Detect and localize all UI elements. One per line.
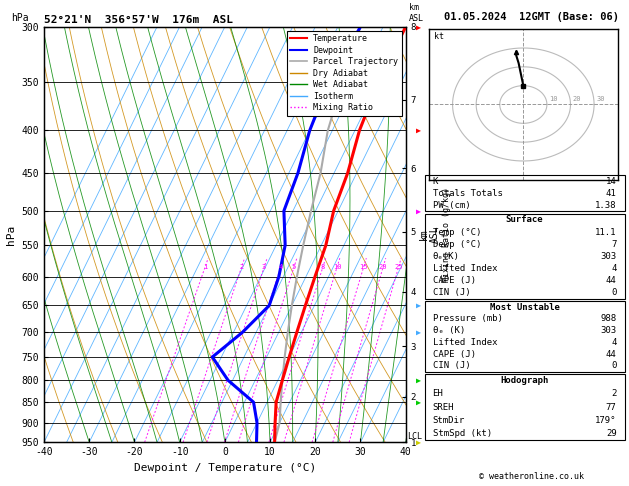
Text: 20: 20	[573, 96, 581, 102]
Text: 4: 4	[279, 264, 283, 271]
Text: Surface: Surface	[506, 215, 543, 225]
Text: 30: 30	[596, 96, 605, 102]
Text: 01.05.2024  12GMT (Base: 06): 01.05.2024 12GMT (Base: 06)	[444, 12, 619, 22]
Text: ▶: ▶	[416, 301, 421, 310]
Text: ▶: ▶	[416, 398, 421, 407]
Text: 0: 0	[611, 288, 616, 297]
Text: StmSpd (kt): StmSpd (kt)	[433, 429, 492, 438]
Text: CIN (J): CIN (J)	[433, 288, 470, 297]
Text: 10: 10	[549, 96, 558, 102]
Text: hPa: hPa	[11, 13, 29, 22]
Text: 179°: 179°	[595, 416, 616, 425]
Text: Temp (°C): Temp (°C)	[433, 227, 481, 237]
Text: 1: 1	[203, 264, 207, 271]
Text: ▶: ▶	[416, 438, 421, 447]
Text: 10: 10	[333, 264, 341, 271]
Text: 303: 303	[601, 326, 616, 335]
Text: 44: 44	[606, 349, 616, 359]
Legend: Temperature, Dewpoint, Parcel Trajectory, Dry Adiabat, Wet Adiabat, Isotherm, Mi: Temperature, Dewpoint, Parcel Trajectory…	[287, 31, 401, 116]
Text: ▶: ▶	[416, 376, 421, 385]
Text: CAPE (J): CAPE (J)	[433, 276, 476, 285]
Text: © weatheronline.co.uk: © weatheronline.co.uk	[479, 472, 584, 481]
Text: 52°21'N  356°57'W  176m  ASL: 52°21'N 356°57'W 176m ASL	[44, 15, 233, 25]
Text: ▶: ▶	[416, 328, 421, 337]
Text: km
ASL: km ASL	[409, 3, 425, 22]
Text: 303: 303	[601, 252, 616, 261]
Text: 77: 77	[606, 402, 616, 412]
Text: 8: 8	[321, 264, 325, 271]
Text: Dewp (°C): Dewp (°C)	[433, 240, 481, 249]
Text: θₑ(K): θₑ(K)	[433, 252, 459, 261]
Text: 5: 5	[292, 264, 296, 271]
Text: 3: 3	[262, 264, 266, 271]
Y-axis label: km
ASL: km ASL	[419, 226, 440, 243]
Text: 25: 25	[394, 264, 403, 271]
Text: Totals Totals: Totals Totals	[433, 189, 503, 198]
Text: Lifted Index: Lifted Index	[433, 264, 497, 273]
Text: K: K	[433, 176, 438, 186]
Text: ▶: ▶	[416, 207, 421, 215]
Y-axis label: hPa: hPa	[6, 225, 16, 244]
Text: 4: 4	[611, 338, 616, 347]
X-axis label: Dewpoint / Temperature (°C): Dewpoint / Temperature (°C)	[134, 463, 316, 473]
Text: StmDir: StmDir	[433, 416, 465, 425]
Text: ▶: ▶	[416, 126, 421, 135]
Text: CAPE (J): CAPE (J)	[433, 349, 476, 359]
Text: 29: 29	[606, 429, 616, 438]
Text: 20: 20	[379, 264, 387, 271]
Text: 2: 2	[611, 389, 616, 399]
Text: LCL: LCL	[407, 432, 422, 441]
Text: PW (cm): PW (cm)	[433, 201, 470, 210]
Text: Pressure (mb): Pressure (mb)	[433, 314, 503, 324]
Text: 7: 7	[611, 240, 616, 249]
Text: 44: 44	[606, 276, 616, 285]
Text: 0: 0	[611, 362, 616, 370]
Text: θₑ (K): θₑ (K)	[433, 326, 465, 335]
Text: EH: EH	[433, 389, 443, 399]
Text: kt: kt	[434, 32, 443, 40]
Text: Lifted Index: Lifted Index	[433, 338, 497, 347]
Text: 11.1: 11.1	[595, 227, 616, 237]
Text: Mixing Ratio (g/kg): Mixing Ratio (g/kg)	[442, 187, 451, 282]
Text: Most Unstable: Most Unstable	[489, 303, 560, 312]
Text: 2: 2	[239, 264, 243, 271]
Text: 4: 4	[611, 264, 616, 273]
Text: Hodograph: Hodograph	[501, 376, 548, 385]
Text: ▶: ▶	[416, 22, 421, 31]
Text: SREH: SREH	[433, 402, 454, 412]
Text: 15: 15	[359, 264, 368, 271]
Text: 1.38: 1.38	[595, 201, 616, 210]
Text: 41: 41	[606, 189, 616, 198]
Text: CIN (J): CIN (J)	[433, 362, 470, 370]
Text: 988: 988	[601, 314, 616, 324]
Text: 14: 14	[606, 176, 616, 186]
